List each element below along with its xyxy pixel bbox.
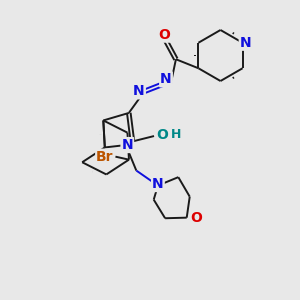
Text: O: O — [190, 211, 202, 225]
Text: Br: Br — [96, 150, 114, 164]
Text: O: O — [159, 28, 170, 42]
Text: O: O — [157, 128, 168, 142]
Text: H: H — [171, 128, 181, 141]
Text: N: N — [240, 36, 251, 50]
Text: N: N — [152, 177, 164, 191]
Text: N: N — [122, 138, 133, 152]
Text: N: N — [160, 72, 172, 86]
Text: N: N — [133, 84, 145, 98]
